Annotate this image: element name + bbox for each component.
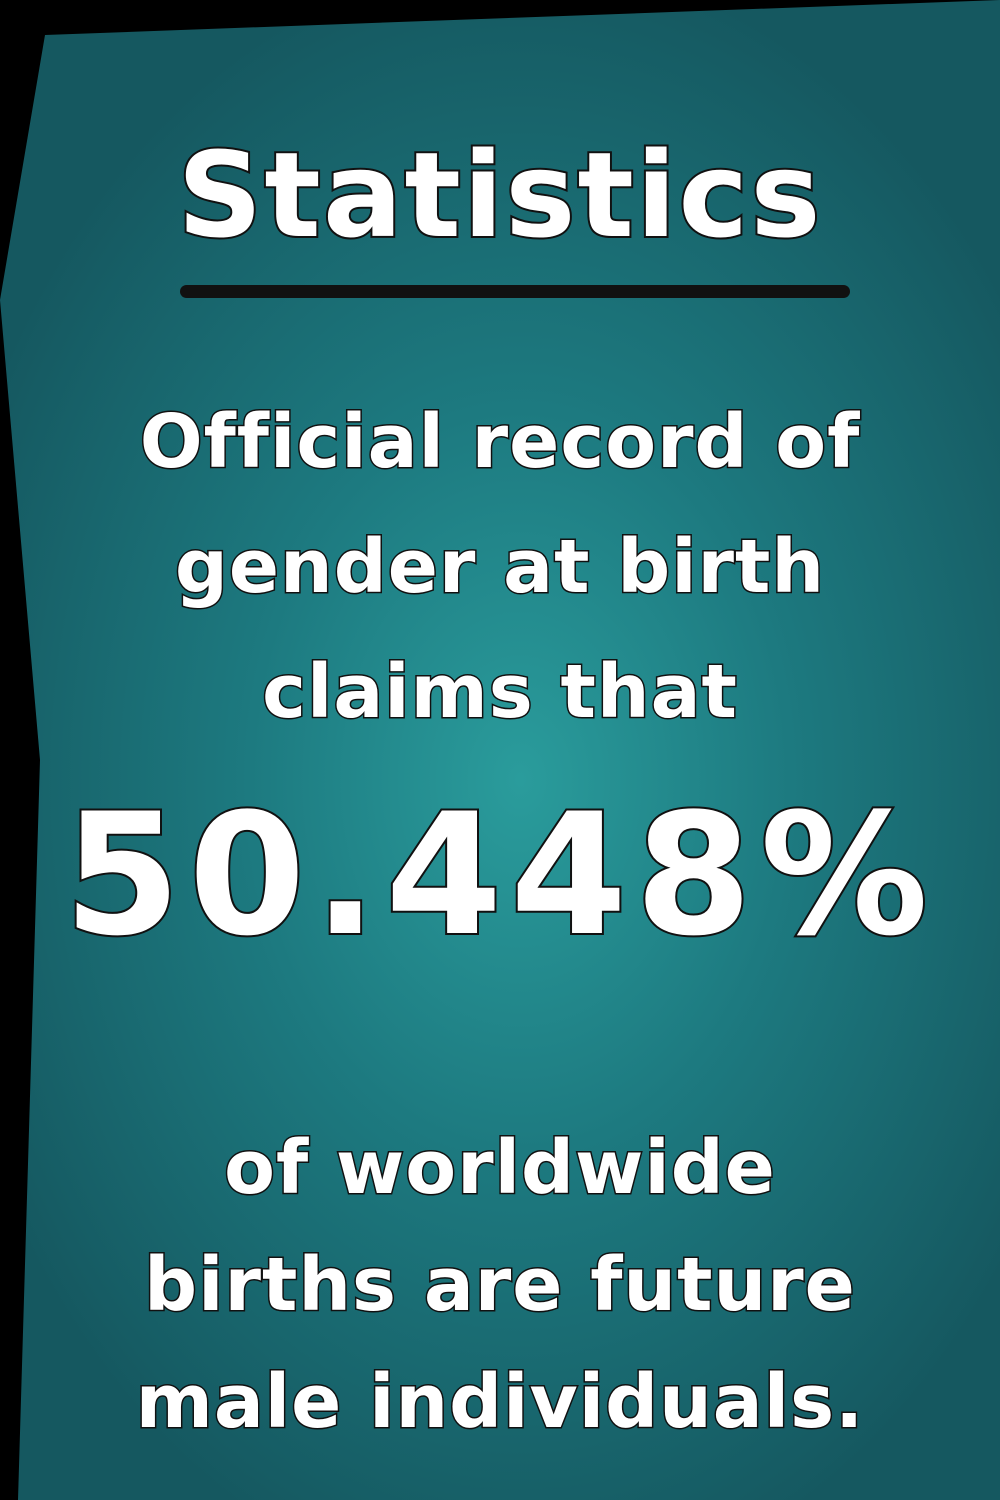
poster-title: Statistics bbox=[175, 124, 823, 266]
outro-line-3: male individuals. bbox=[134, 1358, 865, 1447]
stat-value: 50.448% bbox=[62, 775, 937, 975]
outro-text: of worldwide births are future male indi… bbox=[0, 1110, 1000, 1461]
title-underline bbox=[180, 285, 850, 298]
intro-text: Official record of gender at birth claim… bbox=[0, 380, 1000, 755]
outro-line-1: of worldwide bbox=[223, 1124, 777, 1213]
intro-line-2: gender at birth bbox=[173, 523, 826, 612]
outro-line-2: births are future bbox=[143, 1241, 857, 1330]
intro-line-3: claims that bbox=[261, 648, 739, 737]
intro-line-1: Official record of bbox=[138, 398, 861, 487]
